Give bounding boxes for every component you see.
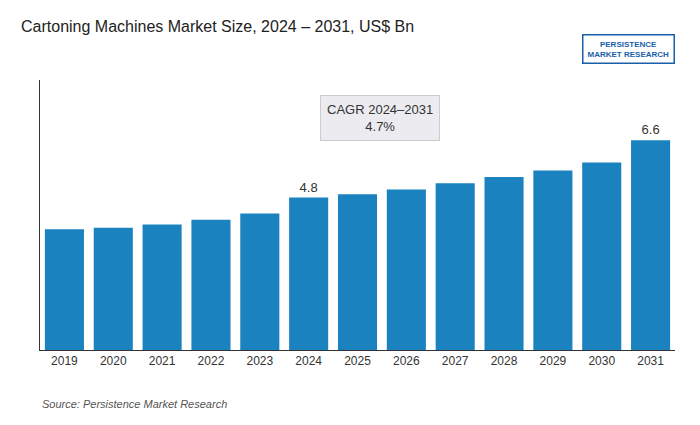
svg-text:2025: 2025 [344,354,371,368]
svg-text:Source: Persistence Market Res: Source: Persistence Market Research [42,398,227,410]
svg-text:2024: 2024 [295,354,322,368]
svg-text:CAGR 2024–20314.7%: CAGR 2024–20314.7% [327,102,433,134]
svg-text:2026: 2026 [393,354,420,368]
svg-text:2027: 2027 [442,354,469,368]
svg-text:2029: 2029 [540,354,567,368]
svg-text:2020: 2020 [100,354,127,368]
svg-text:Cartoning Machines Market Size: Cartoning Machines Market Size, 2024 – 2… [21,18,414,35]
svg-text:2030: 2030 [588,354,615,368]
svg-text:4.8: 4.8 [300,180,318,195]
svg-text:2022: 2022 [198,354,225,368]
svg-text:2031: 2031 [637,354,664,368]
svg-text:6.6: 6.6 [642,122,660,137]
svg-text:PERSISTENCEMARKET RESEARCH: PERSISTENCEMARKET RESEARCH [588,40,670,59]
svg-text:2019: 2019 [51,354,78,368]
svg-text:2028: 2028 [491,354,518,368]
svg-text:2023: 2023 [246,354,273,368]
svg-text:2021: 2021 [149,354,176,368]
